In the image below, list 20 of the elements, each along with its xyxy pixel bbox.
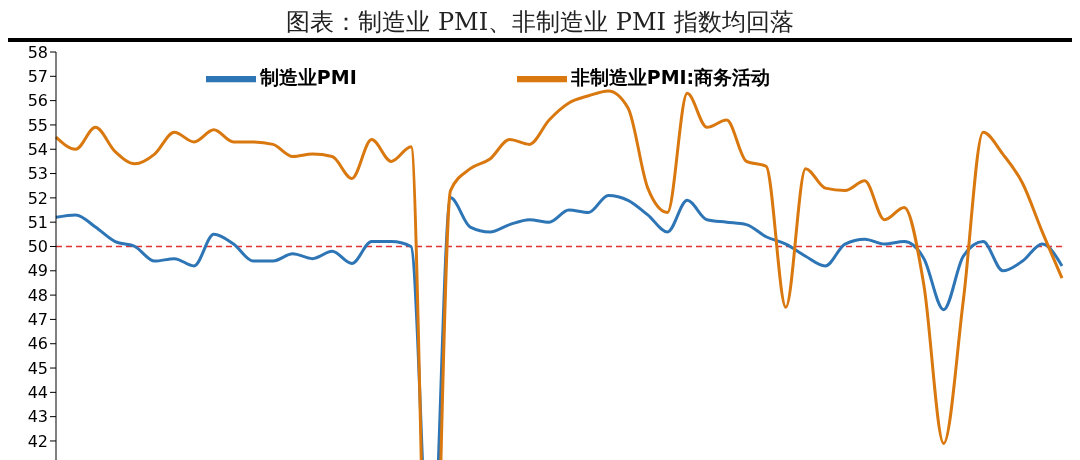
y-tick-label: 50 (27, 237, 48, 257)
y-tick-label: 54 (27, 139, 48, 159)
y-tick-label: 51 (27, 212, 48, 232)
y-tick-label: 47 (27, 310, 48, 330)
y-tick-label: 44 (27, 383, 48, 403)
y-tick-label: 53 (27, 164, 48, 184)
y-tick-label: 52 (27, 188, 48, 208)
y-tick-label: 45 (27, 358, 48, 378)
y-tick-label: 57 (27, 66, 48, 86)
y-tick-label: 42 (27, 431, 48, 451)
y-tick-label: 58 (27, 42, 48, 62)
legend-label: 制造业PMI (259, 65, 357, 88)
legend-label: 非制造业PMI:商务活动 (570, 65, 771, 88)
y-tick-label: 55 (27, 115, 48, 135)
y-tick-label: 46 (27, 334, 48, 354)
y-tick-label: 48 (27, 285, 48, 305)
y-tick-label: 49 (27, 261, 48, 281)
chart-title: 图表：制造业 PMI、非制造业 PMI 指数均回落 (285, 8, 795, 36)
y-tick-label: 56 (27, 91, 48, 111)
y-tick-label: 43 (27, 407, 48, 427)
